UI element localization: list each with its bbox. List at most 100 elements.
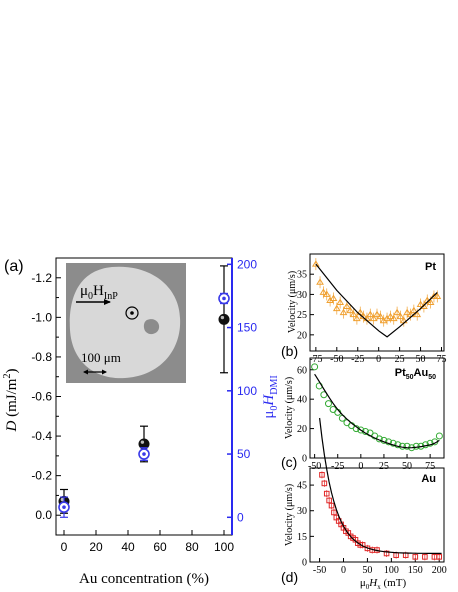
panel-b-title: Pt (425, 261, 436, 273)
ytick-label: 30 (297, 506, 307, 517)
panel-a-ticks: 0 20 40 60 80 100 0.0 -0.2 -0.4 -0.6 -0.8 -1.0 -1.2 0… (31, 257, 257, 554)
data-point (376, 312, 385, 320)
panel-a: (a) 0 20 40 60 80 100 0.0 -0.2 -0.4 -0.6 -0.8 -1.0 -… (2, 257, 280, 587)
data-point (409, 306, 418, 314)
ytick-label: 45 (297, 481, 307, 492)
xtick-label: -50 (330, 354, 343, 365)
inset-scale-label: 100 μm (81, 350, 121, 365)
xtick-label: -25 (331, 461, 344, 472)
a-ytick-right-label: 150 (237, 321, 257, 335)
panel-b-marks (311, 258, 442, 338)
panel-d-frame (309, 467, 445, 563)
fit-curve (314, 373, 440, 449)
data-point (328, 502, 335, 509)
data-point (369, 314, 378, 322)
panel-d-xlabel: μ0Hx (mT) (360, 577, 407, 591)
ytick-label: 35 (297, 270, 307, 281)
data-point (436, 554, 443, 560)
xtick-label: 50 (416, 354, 426, 365)
ytick-label: 0 (302, 454, 307, 465)
a-ytick-left-label: -0.8 (31, 350, 52, 364)
panel-d-title: Au (421, 473, 436, 485)
data-point (422, 554, 428, 560)
data-point (332, 304, 341, 312)
data-point (433, 292, 442, 299)
xtick-label: -50 (308, 461, 321, 472)
xtick-label: 25 (379, 461, 389, 472)
a-xtick-label: 0 (61, 540, 68, 554)
data-point (329, 294, 338, 301)
data-point (396, 312, 405, 320)
inset-field-label: μ0HInP (80, 283, 118, 302)
field-arrowhead-icon (104, 299, 111, 305)
data-point (346, 306, 355, 314)
a-xtick-label: 80 (185, 540, 199, 554)
panel-d-label: (d) (281, 569, 298, 585)
xtick-label: -25 (351, 354, 364, 365)
a-ytick-right-label: 200 (237, 257, 257, 271)
ytick-label: 25 (297, 310, 307, 321)
field-dot-icon (130, 311, 134, 315)
fit-curve (319, 417, 442, 554)
data-point (366, 310, 375, 318)
ytick-label: 0 (302, 558, 307, 569)
data-point (311, 260, 320, 267)
panel-c-frame (309, 357, 445, 459)
xtick-label: 150 (408, 565, 423, 576)
data-point (413, 310, 422, 318)
panel-b: -75 -50 -25 0 25 50 75 20 25 30 35 Pt Velocity (μm… (281, 253, 446, 365)
a-ytick-left-label: -1.0 (31, 310, 52, 324)
a-H-point-center (142, 452, 146, 456)
xtick-label: 0 (376, 354, 381, 365)
panel-c-label: (c) (281, 454, 297, 470)
data-point (383, 550, 390, 557)
panel-a-ylabel-left: D (mJ/m2) (2, 369, 20, 433)
a-ytick-left-label: -0.2 (31, 469, 52, 483)
xtick-label: 25 (395, 354, 405, 365)
panel-d-marks (319, 417, 443, 561)
ytick-label: 20 (297, 330, 307, 341)
panel-b-ylabel: Velocity (μm/s) (287, 271, 298, 333)
panel-b-label: (b) (281, 343, 298, 359)
scale-arrow-left-icon (83, 369, 88, 375)
a-ytick-left-label: 0.0 (35, 508, 52, 522)
xtick-label: 50 (362, 565, 372, 576)
data-point (389, 439, 397, 447)
a-ytick-right-label: 0 (237, 510, 244, 524)
data-point (316, 278, 324, 285)
a-xtick-label: 20 (89, 540, 103, 554)
data-point (353, 314, 361, 322)
a-H-point-center (222, 296, 226, 301)
a-ytick-left-label: -1.2 (31, 271, 52, 285)
a-ytick-left-label: -0.6 (31, 390, 52, 404)
fit-curve (315, 263, 438, 338)
a-xtick-label: 40 (121, 540, 135, 554)
inset-domain-region (69, 266, 181, 379)
xtick-label: 75 (425, 461, 435, 472)
data-point (319, 472, 325, 478)
data-point (412, 554, 419, 560)
data-point (319, 288, 328, 295)
a-D-point-highlight (140, 440, 145, 444)
panel-b-ticks: -75 -50 -25 0 25 50 75 20 25 30 35 (297, 270, 446, 365)
field-out-of-plane-icon (125, 306, 139, 320)
inset-nucleation-spot (143, 319, 160, 335)
xtick-label: 75 (436, 354, 446, 365)
data-point (324, 400, 332, 408)
xtick-label: 50 (402, 461, 412, 472)
data-point (342, 302, 351, 310)
data-point (412, 442, 420, 450)
a-ytick-left-label: -0.4 (31, 429, 52, 443)
panel-a-ylabel-right: μ0HDMI (261, 375, 280, 418)
data-point (326, 497, 332, 504)
data-point (426, 298, 435, 305)
data-point (403, 308, 412, 316)
data-point (416, 300, 425, 308)
a-D-point-highlight (60, 497, 65, 502)
data-point (435, 432, 443, 440)
data-point (373, 310, 381, 318)
panel-c: -50 -25 0 25 50 75 0 20 40 60 Pt50Au50 Velocity (… (281, 357, 445, 472)
data-point (311, 363, 319, 371)
panel-c-ylabel: Velocity (μm/s) (284, 377, 295, 439)
